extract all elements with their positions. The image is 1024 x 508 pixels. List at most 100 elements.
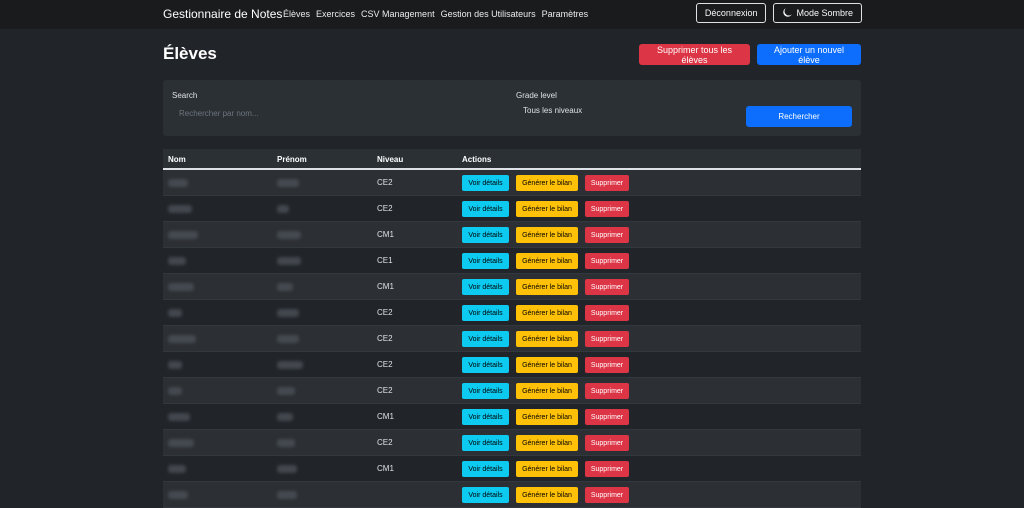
table-body: CE2 Voir détails Générer le bilan Supprimer…: [163, 170, 861, 508]
delete-student-button[interactable]: Supprimer: [585, 435, 629, 451]
view-details-button[interactable]: Voir détails: [462, 331, 509, 347]
table-row: CE2 Voir détails Générer le bilan Supprimer: [163, 170, 861, 196]
redacted-last-name: [168, 283, 194, 291]
delete-student-button[interactable]: Supprimer: [585, 383, 629, 399]
header-nom: Nom: [168, 155, 186, 164]
dark-mode-button[interactable]: Mode Sombre: [773, 3, 862, 23]
delete-student-button[interactable]: Supprimer: [585, 279, 629, 295]
redacted-last-name: [168, 465, 186, 473]
brand-link[interactable]: Gestionnaire de Notes: [163, 7, 283, 21]
grade-level-select[interactable]: Tous les niveaux: [523, 106, 583, 115]
redacted-first-name: [277, 179, 299, 187]
add-student-button[interactable]: Ajouter un nouvel élève: [757, 44, 861, 65]
generate-report-button[interactable]: Générer le bilan: [516, 435, 578, 451]
delete-student-button[interactable]: Supprimer: [585, 461, 629, 477]
search-button[interactable]: Rechercher: [746, 106, 852, 127]
redacted-last-name: [168, 491, 188, 499]
nav-link-eleves[interactable]: Élèves: [283, 9, 311, 19]
generate-report-button[interactable]: Générer le bilan: [516, 279, 578, 295]
redacted-first-name: [277, 205, 289, 213]
view-details-button[interactable]: Voir détails: [462, 383, 509, 399]
generate-report-button[interactable]: Générer le bilan: [516, 383, 578, 399]
redacted-first-name: [277, 465, 297, 473]
nav-link-csv-management[interactable]: CSV Management: [361, 9, 435, 19]
view-details-button[interactable]: Voir détails: [462, 461, 509, 477]
redacted-last-name: [168, 335, 196, 343]
redacted-first-name: [277, 491, 297, 499]
search-label: Search: [172, 91, 198, 100]
grade-level-cell: CE2: [377, 360, 393, 369]
generate-report-button[interactable]: Générer le bilan: [516, 175, 578, 191]
grade-level-label: Grade level: [516, 91, 557, 100]
delete-all-students-button[interactable]: Supprimer tous les élèves: [639, 44, 750, 65]
view-details-button[interactable]: Voir détails: [462, 227, 509, 243]
delete-student-button[interactable]: Supprimer: [585, 331, 629, 347]
view-details-button[interactable]: Voir détails: [462, 435, 509, 451]
filter-card: Search Grade level Tous les niveaux Rech…: [163, 80, 861, 136]
redacted-last-name: [168, 387, 182, 395]
header-prenom: Prénom: [277, 155, 307, 164]
redacted-first-name: [277, 283, 293, 291]
table-row: CE1 Voir détails Générer le bilan Supprimer: [163, 248, 861, 274]
students-table: Nom Prénom Niveau Actions CE2 Voir détail…: [163, 149, 861, 508]
nav-link-parametres[interactable]: Paramètres: [541, 9, 589, 19]
search-input[interactable]: [172, 105, 502, 121]
view-details-button[interactable]: Voir détails: [462, 409, 509, 425]
redacted-first-name: [277, 387, 295, 395]
delete-student-button[interactable]: Supprimer: [585, 201, 629, 217]
generate-report-button[interactable]: Générer le bilan: [516, 409, 578, 425]
table-row: Voir détails Générer le bilan Supprimer: [163, 482, 861, 508]
redacted-first-name: [277, 257, 301, 265]
view-details-button[interactable]: Voir détails: [462, 201, 509, 217]
grade-level-cell: CE2: [377, 386, 393, 395]
generate-report-button[interactable]: Générer le bilan: [516, 461, 578, 477]
table-row: CE2 Voir détails Générer le bilan Supprimer: [163, 326, 861, 352]
view-details-button[interactable]: Voir détails: [462, 357, 509, 373]
grade-level-cell: CM1: [377, 464, 394, 473]
generate-report-button[interactable]: Générer le bilan: [516, 305, 578, 321]
redacted-last-name: [168, 361, 182, 369]
view-details-button[interactable]: Voir détails: [462, 175, 509, 191]
generate-report-button[interactable]: Générer le bilan: [516, 253, 578, 269]
redacted-first-name: [277, 361, 303, 369]
delete-student-button[interactable]: Supprimer: [585, 175, 629, 191]
logout-button[interactable]: Déconnexion: [695, 3, 767, 23]
delete-student-button[interactable]: Supprimer: [585, 487, 629, 503]
redacted-last-name: [168, 413, 190, 421]
table-row: CM1 Voir détails Générer le bilan Supprimer: [163, 456, 861, 482]
view-details-button[interactable]: Voir détails: [462, 305, 509, 321]
table-row: CM1 Voir détails Générer le bilan Supprimer: [163, 222, 861, 248]
table-row: CM1 Voir détails Générer le bilan Supprimer: [163, 274, 861, 300]
grade-level-cell: CE2: [377, 308, 393, 317]
page-title: Élèves: [163, 44, 217, 63]
table-row: CE2 Voir détails Générer le bilan Supprimer: [163, 430, 861, 456]
view-details-button[interactable]: Voir détails: [462, 279, 509, 295]
redacted-last-name: [168, 231, 198, 239]
delete-student-button[interactable]: Supprimer: [585, 409, 629, 425]
nav-link-exercices[interactable]: Exercices: [316, 9, 356, 19]
table-row: CM1 Voir détails Générer le bilan Supprimer: [163, 404, 861, 430]
grade-level-cell: CE2: [377, 438, 393, 447]
delete-student-button[interactable]: Supprimer: [585, 305, 629, 321]
grade-level-cell: CE2: [377, 334, 393, 343]
delete-student-button[interactable]: Supprimer: [585, 253, 629, 269]
nav-link-gestion-utilisateurs[interactable]: Gestion des Utilisateurs: [440, 9, 536, 19]
redacted-last-name: [168, 257, 186, 265]
moon-icon: [783, 8, 793, 17]
grade-level-cell: CE1: [377, 256, 393, 265]
redacted-last-name: [168, 179, 188, 187]
delete-student-button[interactable]: Supprimer: [585, 227, 629, 243]
top-navbar: Gestionnaire de Notes Élèves Exercices C…: [0, 0, 1024, 29]
grade-level-cell: CM1: [377, 230, 394, 239]
redacted-last-name: [168, 309, 182, 317]
generate-report-button[interactable]: Générer le bilan: [516, 487, 578, 503]
generate-report-button[interactable]: Générer le bilan: [516, 331, 578, 347]
logout-label: Déconnexion: [704, 8, 758, 18]
delete-student-button[interactable]: Supprimer: [585, 357, 629, 373]
view-details-button[interactable]: Voir détails: [462, 253, 509, 269]
view-details-button[interactable]: Voir détails: [462, 487, 509, 503]
generate-report-button[interactable]: Générer le bilan: [516, 201, 578, 217]
dark-mode-label: Mode Sombre: [796, 8, 853, 18]
generate-report-button[interactable]: Générer le bilan: [516, 227, 578, 243]
generate-report-button[interactable]: Générer le bilan: [516, 357, 578, 373]
